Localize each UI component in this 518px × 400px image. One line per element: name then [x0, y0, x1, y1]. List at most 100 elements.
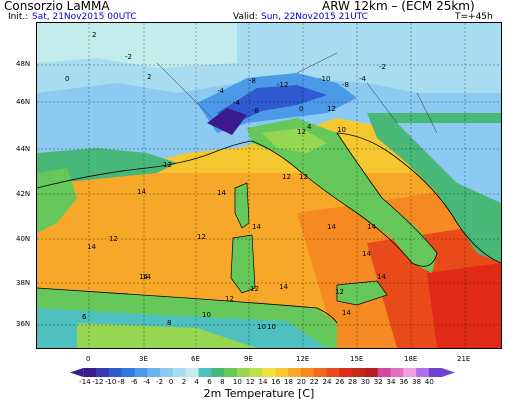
contour-value-label: 12: [225, 295, 234, 303]
lat-label: 46N: [16, 98, 31, 106]
colorbar-swatch: [185, 368, 199, 377]
contour-value-label: 8: [167, 319, 172, 327]
contour-value-label: 2: [147, 73, 152, 81]
init-label: Init.:: [8, 12, 29, 22]
contour-value-label: 14: [367, 223, 376, 231]
colorbar-swatch: [352, 368, 366, 377]
contour-value-label: 0: [65, 75, 70, 83]
colorbar-tick-label: 22: [309, 378, 319, 386]
colorbar-swatch: [249, 368, 263, 377]
contour-value-label: 10: [267, 323, 276, 331]
contour-value-label: 4: [307, 123, 312, 131]
contour-value-label: 14: [137, 188, 146, 196]
colorbar-tick-label: 10: [232, 378, 242, 386]
colorbar-tick-label: -12: [92, 378, 104, 386]
contour-value-label: 2: [92, 31, 97, 39]
temperature-map: 2 -2 0 2 -4 -8 -12 -10 -8 -4 -2 -4 -8 0 4 12 10 12 12 14 14 1…: [36, 22, 502, 349]
contour-value-label: 12: [327, 105, 336, 113]
contour-value-label: 10: [202, 311, 211, 319]
contour-value-label: 10: [337, 126, 346, 134]
colorbar-swatch: [339, 368, 353, 377]
lat-label: 36N: [16, 320, 31, 328]
lead-time: T=+45h: [455, 12, 493, 22]
contour-value-label: 14: [142, 273, 151, 281]
lat-label: 48N: [16, 60, 31, 68]
colorbar-swatch: [108, 368, 123, 377]
contour-value-label: 14: [217, 189, 226, 197]
colorbar-swatch: [160, 368, 174, 377]
contour-value-label: 14: [139, 273, 148, 281]
colorbar-swatch: [172, 368, 187, 377]
valid-value: Sun, 22Nov2015 21UTC: [261, 12, 368, 22]
init-value: Sat, 21Nov2015 00UTC: [32, 12, 137, 22]
colorbar-swatch: [224, 368, 238, 377]
colorbar-tick-label: 16: [271, 378, 281, 386]
colorbar-swatch: [288, 368, 302, 377]
colorbar-swatch: [83, 368, 97, 377]
contour-value-label: -2: [379, 63, 386, 71]
lon-label: 21E: [457, 355, 471, 363]
contour-value-label: 14: [342, 309, 351, 317]
contour-value-label: 12: [299, 173, 308, 181]
colorbar-tick-label: 14: [258, 378, 268, 386]
contour-value-label: -8: [249, 77, 256, 85]
colorbar-tick-label: -6: [130, 378, 138, 386]
contour-value-label: -4: [217, 87, 224, 95]
lat-label: 40N: [16, 235, 31, 243]
contour-value-label: 12: [297, 128, 306, 136]
colorbar-swatch: [96, 368, 110, 377]
colorbar-swatch: [390, 368, 404, 377]
colorbar-swatch: [121, 368, 135, 377]
colorbar-tick-label: -8: [117, 378, 125, 386]
colorbar-tick-label: -10: [104, 378, 117, 386]
colorbar-tick-label: 32: [373, 378, 383, 386]
colorbar-swatch: [377, 368, 392, 377]
contour-value-label: -2: [125, 53, 132, 61]
contour-value-label: 14: [279, 283, 288, 291]
colorbar-tick-label: 26: [335, 378, 345, 386]
contour-value-label: -8: [252, 107, 259, 115]
lat-label: 38N: [16, 279, 31, 287]
colorbar-swatch: [198, 368, 212, 377]
colorbar-title: 2m Temperature [C]: [203, 387, 315, 400]
contour-value-label: 12: [282, 173, 291, 181]
valid-label: Valid:: [233, 12, 258, 22]
colorbar-tick-label: 0: [168, 378, 174, 386]
colorbar-tick-label: 4: [194, 378, 199, 386]
contour-value-label: 14: [87, 243, 96, 251]
colorbar-high-arrow: [441, 368, 455, 377]
contour-value-label: 10: [257, 323, 266, 331]
lon-label: 18E: [404, 355, 418, 363]
colorbar-swatch: [326, 368, 340, 377]
lon-label: 12E: [296, 355, 310, 363]
lat-label: 42N: [16, 190, 31, 198]
colorbar-tick-label: 38: [412, 378, 422, 386]
colorbar-tick-label: 6: [207, 378, 212, 386]
colorbar-swatch: [300, 368, 315, 377]
contour-value-label: -4: [233, 99, 240, 107]
colorbar-swatch: [275, 368, 289, 377]
colorbar-tick-label: -4: [143, 378, 151, 386]
contour-value-label: -4: [359, 75, 366, 83]
lon-label: 3E: [139, 355, 148, 363]
contour-value-label: -10: [319, 75, 331, 83]
org-title: Consorzio LaMMA: [4, 0, 110, 13]
colorbar: [70, 368, 455, 377]
lon-label: 6E: [191, 355, 200, 363]
contour-value-label: 12: [109, 235, 118, 243]
colorbar-low-arrow: [70, 368, 84, 377]
contour-value-label: -12: [277, 81, 289, 89]
colorbar-tick-label: -14: [79, 378, 91, 386]
contour-value-label: 14: [327, 223, 336, 231]
colorbar-tick-label: 36: [399, 378, 409, 386]
colorbar-swatch: [403, 368, 417, 377]
colorbar-swatch: [364, 368, 379, 377]
contour-value-label: 14: [377, 273, 386, 281]
colorbar-swatch: [416, 368, 430, 377]
colorbar-swatch: [236, 368, 251, 377]
colorbar-tick-label: 30: [360, 378, 370, 386]
contour-value-label: 12: [335, 288, 344, 296]
colorbar-swatch: [147, 368, 161, 377]
colorbar-swatch: [262, 368, 276, 377]
contour-value-label: 6: [82, 313, 87, 321]
